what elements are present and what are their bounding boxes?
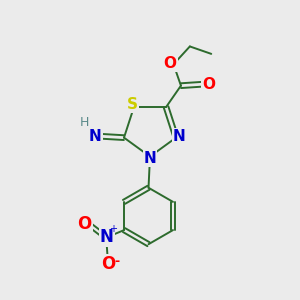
Text: O: O (101, 255, 116, 273)
Text: O: O (77, 214, 92, 232)
Text: H: H (80, 116, 89, 129)
Text: N: N (144, 151, 156, 166)
Text: O: O (164, 56, 176, 71)
Text: -: - (115, 255, 120, 268)
Text: N: N (89, 129, 101, 144)
Text: S: S (127, 97, 138, 112)
Text: N: N (172, 129, 185, 144)
Text: N: N (100, 228, 114, 246)
Text: O: O (202, 77, 215, 92)
Text: +: + (109, 224, 117, 234)
